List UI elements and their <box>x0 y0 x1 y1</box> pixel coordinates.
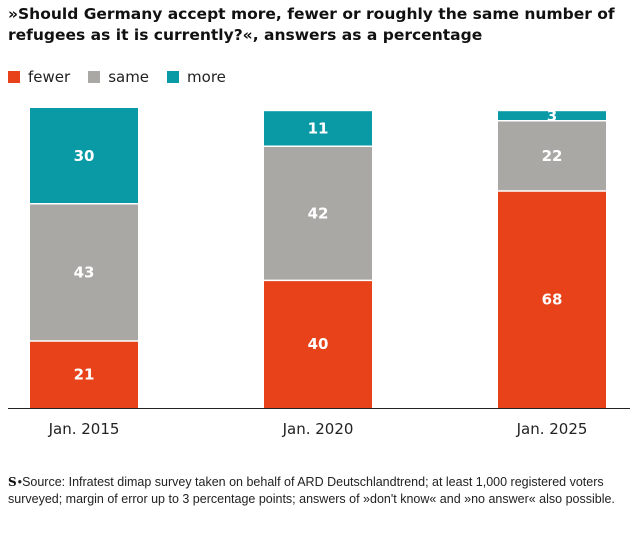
legend-swatch-fewer <box>8 71 20 83</box>
bar-segment-more-jan-2015 <box>30 108 138 204</box>
data-label-fewer-jan-2025: 68 <box>542 290 563 308</box>
bar-segment-fewer-jan-2020 <box>264 280 372 408</box>
bar-segment-more-jan-2025 <box>498 111 606 121</box>
legend-item-same: same <box>88 68 149 86</box>
legend-swatch-same <box>88 71 101 83</box>
data-label-same-jan-2020: 42 <box>308 204 329 222</box>
x-tick-label-jan-2020: Jan. 2020 <box>282 420 354 438</box>
bullet-separator: • <box>17 475 23 489</box>
bar-segment-fewer-jan-2015 <box>30 340 138 408</box>
x-tick-label-jan-2025: Jan. 2025 <box>516 420 588 438</box>
chart-title: »Should Germany accept more, fewer or ro… <box>8 5 615 44</box>
legend-label-more: more <box>187 68 226 86</box>
data-label-same-jan-2025: 22 <box>542 147 563 165</box>
data-label-more-jan-2020: 11 <box>308 120 329 138</box>
bar-segment-same-jan-2015 <box>30 203 138 341</box>
bar-segment-same-jan-2020 <box>264 146 372 281</box>
chart-legend: fewer same more <box>8 68 226 86</box>
bar-segment-fewer-jan-2025 <box>498 190 606 408</box>
spiegel-logo-icon: S <box>8 475 17 489</box>
data-label-fewer-jan-2020: 40 <box>308 335 329 353</box>
legend-label-fewer: fewer <box>28 68 71 86</box>
legend-label-same: same <box>108 68 150 86</box>
stacked-bar-chart: 21 43 30 Jan. 2015 40 42 11 Jan. 2020 68 22 3 Jan. … <box>8 107 630 438</box>
legend-item-fewer: fewer <box>8 68 70 86</box>
source-text: Source: Infratest dimap survey taken on … <box>8 475 615 506</box>
bar-segment-same-jan-2025 <box>498 120 606 191</box>
x-tick-label-jan-2015: Jan. 2015 <box>48 420 120 438</box>
data-label-fewer-jan-2015: 21 <box>74 365 95 383</box>
data-label-more-jan-2015: 30 <box>74 147 95 165</box>
bar-segment-more-jan-2020 <box>264 111 372 147</box>
legend-item-more: more <box>167 68 226 86</box>
source-note: S•Source: Infratest dimap survey taken o… <box>8 474 630 508</box>
legend-swatch-more <box>167 71 180 83</box>
data-label-same-jan-2015: 43 <box>74 263 95 281</box>
data-label-more-jan-2025: 3 <box>547 107 557 125</box>
